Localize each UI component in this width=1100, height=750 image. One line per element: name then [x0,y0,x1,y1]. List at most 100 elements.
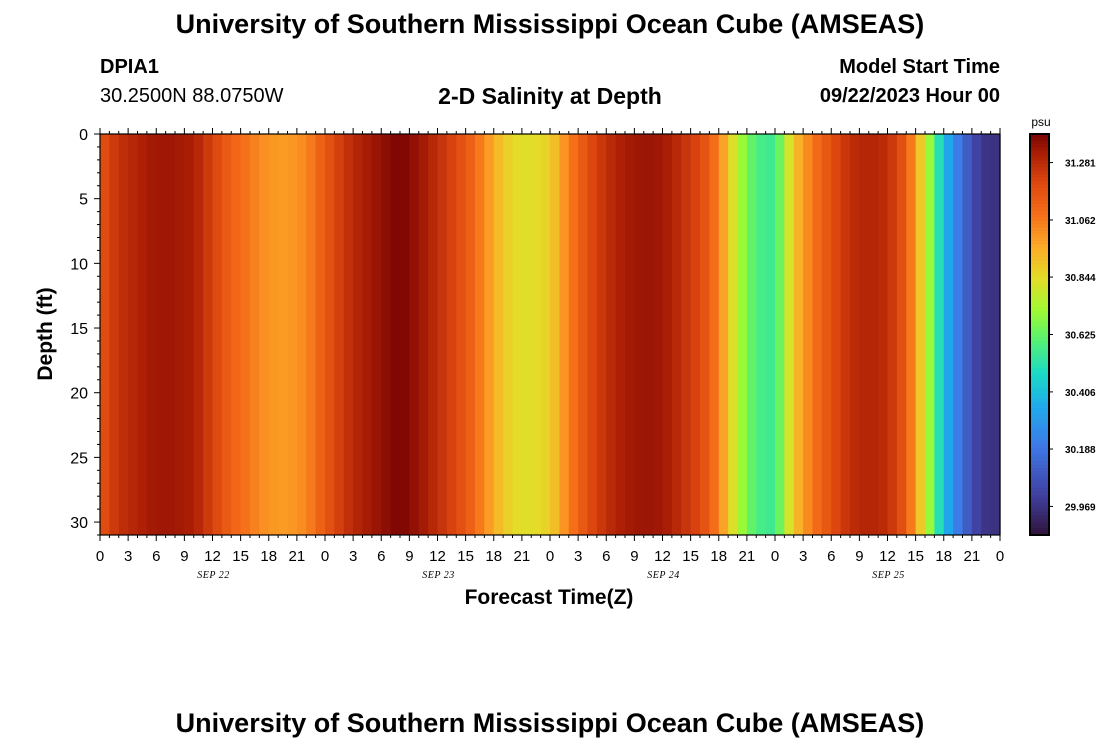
colorbar-segment [1030,304,1049,309]
colorbar-segment [1030,314,1049,319]
y-tick-label: 20 [70,386,88,403]
colorbar-segment [1030,474,1049,479]
heatmap-cell [306,134,317,535]
colorbar-tick-label: 30.844 [1065,273,1096,284]
colorbar-segment [1030,190,1049,195]
colorbar-segment [1030,217,1049,222]
heatmap-cell [812,134,823,535]
colorbar-segment [1030,531,1049,536]
colorbar-segment [1030,351,1049,356]
colorbar-segment [1030,254,1049,259]
x-tick-label: 3 [124,548,132,565]
colorbar-segment [1030,271,1049,275]
colorbar-segment [1030,394,1049,399]
colorbar-segment [1030,408,1049,412]
y-tick-label: 10 [70,256,88,273]
day-labels: SEP 22 SEP 23 SEP 24 SEP 25 [197,570,905,581]
colorbar-segment [1030,514,1049,519]
colorbar-segment [1030,401,1049,406]
colorbar-segment [1030,167,1049,172]
heatmap-cell [409,134,420,535]
colorbar-segment [1030,240,1049,245]
colorbar-tick-label: 31.281 [1065,159,1096,170]
heatmap-cell [446,134,457,535]
colorbar-segment [1030,144,1049,148]
colorbar-segment [1030,511,1049,516]
heatmap-cell [821,134,832,535]
colorbar-segment [1030,327,1049,332]
heatmap-cell [165,134,176,535]
colorbar-segment [1030,461,1049,466]
heatmap-cell [981,134,992,535]
x-tick-label: 0 [996,548,1004,565]
y-tick-label: 30 [70,515,88,532]
colorbar-segment [1030,367,1049,372]
colorbar: psu 31.281 31.062 30.844 30.625 30.406 30.188… [1029,115,1096,536]
heatmap-cell [784,134,795,535]
colorbar-segment [1030,481,1049,486]
colorbar-segment [1030,411,1049,416]
heatmap-cell [578,134,589,535]
heatmap-cell [793,134,804,535]
heatmap-cell [343,134,354,535]
heatmap-cell [400,134,410,535]
colorbar-segment [1030,311,1049,316]
heatmap-cell [587,134,598,535]
chart-title: University of Southern Mississippi Ocean… [175,9,925,39]
heatmap-cell [878,134,889,535]
heatmap-cell [925,134,935,535]
colorbar-segment [1030,371,1049,376]
heatmap-cell [240,134,251,535]
heatmap-cell [428,134,439,535]
colorbar-segment [1030,164,1049,169]
heatmap-cell [934,134,945,535]
colorbar-segment [1030,428,1049,433]
heatmap-cell [643,134,654,535]
colorbar-segment [1030,150,1049,155]
x-tick-label: 21 [964,548,981,565]
x-tick-label: 6 [827,548,835,565]
colorbar-segment [1030,344,1049,349]
heatmap-cell [418,134,429,535]
colorbar-segment [1030,501,1049,506]
heatmap-cell [212,134,223,535]
colorbar-segment [1030,391,1049,396]
heatmap-cell [315,134,326,535]
heatmap-cell [362,134,373,535]
day-label: SEP 25 [872,570,905,581]
heatmap-cell [437,134,448,535]
colorbar-segment [1030,471,1049,476]
colorbar-tick-label: 30.188 [1065,445,1096,456]
heatmap-cell [831,134,842,535]
heatmap-cell [353,134,364,535]
colorbar-tick-label: 29.969 [1065,502,1096,513]
colorbar-segment [1030,504,1049,509]
colorbar-segment [1030,307,1049,312]
colorbar-segment [1030,234,1049,239]
colorbar-segment [1030,180,1049,185]
colorbar-segment [1030,524,1049,529]
colorbar-segment [1030,387,1049,392]
colorbar-segment [1030,491,1049,496]
heatmap-cell [671,134,682,535]
heatmap-cell [175,134,185,535]
x-tick-label: 18 [935,548,952,565]
x-tick-label: 6 [602,548,610,565]
day-label: SEP 23 [422,570,455,581]
heatmap-cell [700,134,710,535]
heatmap-cell [681,134,692,535]
heatmap-cell [550,134,560,535]
colorbar-segment [1030,337,1049,342]
x-axis-label: Forecast Time(Z) [465,586,634,609]
heatmap-cell [371,134,382,535]
heatmap-cell [193,134,204,535]
x-tick-label: 9 [180,548,188,565]
colorbar-segment [1030,528,1049,533]
x-tick-label: 15 [907,548,924,565]
heatmap-cell [128,134,139,535]
colorbar-segment [1030,478,1049,483]
heatmap-cell [475,134,485,535]
colorbar-segment [1030,438,1049,443]
heatmap-cell [634,134,645,535]
